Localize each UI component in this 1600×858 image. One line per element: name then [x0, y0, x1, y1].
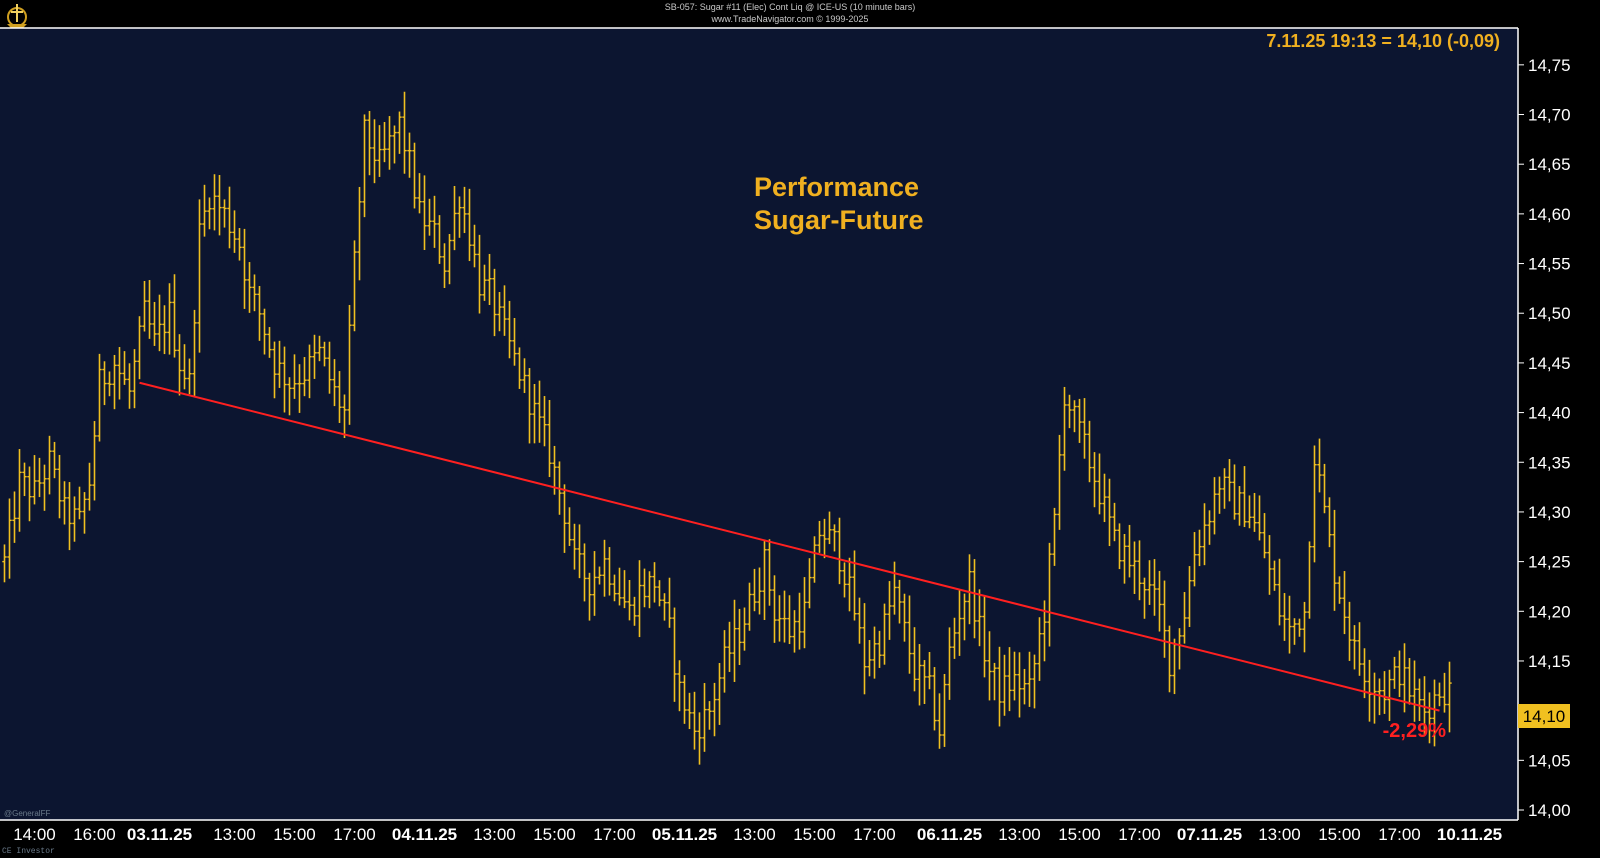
x-tick-label: 17:00 — [593, 825, 636, 844]
y-tick-label: 14,60 — [1528, 205, 1571, 224]
chart-header-copyright: www.TradeNavigator.com © 1999-2025 — [711, 14, 869, 24]
x-tick-label: 13:00 — [733, 825, 776, 844]
footer-brand: CE Investor — [2, 847, 55, 856]
x-tick-label: 15:00 — [1058, 825, 1101, 844]
chart-title-line-1: Performance — [754, 172, 919, 202]
trend-line — [139, 381, 1440, 712]
last-price-tag — [1518, 704, 1570, 728]
watermark: @GeneralFF — [4, 809, 50, 818]
x-tick-label: 17:00 — [1378, 825, 1421, 844]
price-bars — [2, 91, 1452, 765]
x-tick-label: 04.11.25 — [392, 825, 457, 844]
y-tick-label: 14,00 — [1528, 801, 1571, 820]
x-tick-label: 17:00 — [333, 825, 376, 844]
quote-label: 7.11.25 19:13 = 14,10 (-0,09) — [1266, 31, 1500, 51]
x-tick-label: 16:00 — [73, 825, 116, 844]
x-tick-label: 13:00 — [473, 825, 516, 844]
x-tick-label: 15:00 — [1318, 825, 1361, 844]
last-price-label: 14,10 — [1523, 707, 1566, 726]
chart-header-title: SB-057: Sugar #11 (Elec) Cont Liq @ ICE-… — [664, 2, 916, 12]
x-tick-label: 15:00 — [793, 825, 836, 844]
y-tick-label: 14,65 — [1528, 155, 1571, 174]
y-tick-label: 14,50 — [1528, 304, 1571, 323]
trade-navigator-logo-icon — [3, 2, 31, 30]
x-tick-label: 10.11.25 — [1437, 825, 1502, 844]
x-tick-label: 05.11.25 — [652, 825, 717, 844]
y-tick-label: 14,05 — [1528, 751, 1571, 770]
y-tick-label: 14,40 — [1528, 404, 1571, 423]
x-tick-label: 15:00 — [533, 825, 576, 844]
x-tick-label: 17:00 — [853, 825, 896, 844]
y-tick-label: 14,30 — [1528, 503, 1571, 522]
y-tick-label: 14,25 — [1528, 553, 1571, 572]
x-tick-label: 15:00 — [273, 825, 316, 844]
y-tick-label: 14,55 — [1528, 255, 1571, 274]
y-tick-label: 14,70 — [1528, 106, 1571, 125]
x-tick-label: 13:00 — [213, 825, 256, 844]
y-tick-label: 14,45 — [1528, 354, 1571, 373]
y-tick-label: 14,35 — [1528, 453, 1571, 472]
performance-label: -2,29% — [1383, 720, 1447, 742]
plot-background — [0, 28, 1518, 820]
y-tick-label: 14,20 — [1528, 602, 1571, 621]
x-tick-label: 06.11.25 — [917, 825, 982, 844]
x-axis: 14:00 16:00 03.11.25 13:00 15:00 17:00 04.11.2… — [13, 825, 1502, 844]
x-tick-label: 13:00 — [1258, 825, 1301, 844]
y-axis: 14,00 14,05 14,10 14,15 14,20 14,25 14,30 14,35… — [1518, 56, 1571, 820]
x-tick-label: 07.11.25 — [1177, 825, 1242, 844]
x-tick-label: 03.11.25 — [127, 825, 192, 844]
chart-title-line-2: Sugar-Future — [754, 205, 924, 235]
x-tick-label: 17:00 — [1118, 825, 1161, 844]
y-tick-label: 14,75 — [1528, 56, 1571, 75]
y-tick-label: 14,15 — [1528, 652, 1571, 671]
x-tick-label: 13:00 — [998, 825, 1041, 844]
x-tick-label: 14:00 — [13, 825, 56, 844]
